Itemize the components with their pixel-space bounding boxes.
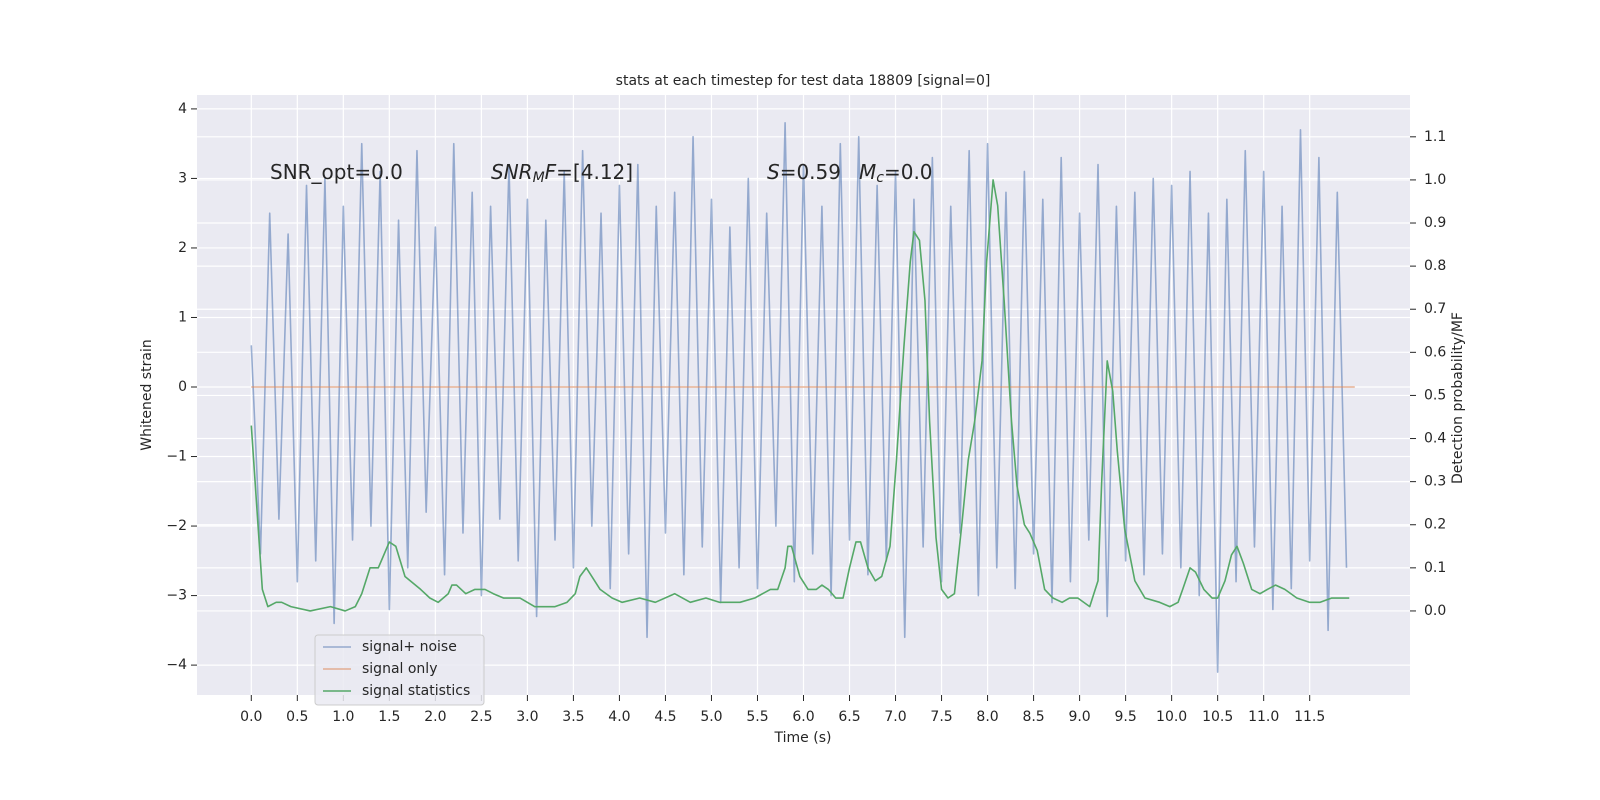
x-tick-label: 5.0 [700,709,722,725]
y2-tick-label: 0.8 [1424,258,1446,274]
y-tick-label: −3 [166,588,187,604]
x-tick-label: 8.0 [976,709,998,725]
y-tick-label: −4 [166,657,187,673]
lines [250,122,1355,673]
x-tick-label: 9.0 [1068,709,1090,725]
legend-label: signal statistics [362,683,470,699]
y2-tick-label: 0.7 [1424,301,1446,317]
y2-tick-label: 0.1 [1424,560,1446,576]
x-tick-label: 4.0 [608,709,630,725]
annotation: Mc=0.0 [859,160,933,187]
x-tick-label: 10.0 [1156,709,1187,725]
y2-tick-label: 1.1 [1424,129,1446,145]
annotation-part: SNR [491,160,533,184]
x-tick-label: 2.0 [424,709,446,725]
x-tick-label: 7.0 [884,709,906,725]
annotation-part: M [859,160,876,184]
y2-tick-label: 0.4 [1424,431,1446,447]
annotation-part: =0.59 [780,160,841,184]
legend-label: signal+ noise [362,639,457,655]
x-tick-label: 2.5 [470,709,492,725]
annotation-part: S [767,160,780,184]
x-tick-label: 1.0 [332,709,354,725]
y2-tick-label: 0.3 [1424,474,1446,490]
y2-axis-label: Detection probability/MF [1450,312,1466,484]
labels: stats at each timestep for test data 188… [139,73,1466,746]
x-tick-label: 0.0 [240,709,262,725]
y2-tick-label: 0.9 [1424,215,1446,231]
y-axis-label: Whitened strain [139,339,155,450]
x-tick-label: 9.5 [1114,709,1136,725]
annotation-part: =0.0 [884,160,933,184]
legend: signal+ noise signal only signal statistic… [314,634,485,706]
x-tick-label: 6.5 [838,709,860,725]
y-tick-label: 3 [178,170,187,186]
x-tick-label: 6.0 [792,709,814,725]
annotation-part: c [876,170,884,186]
annotation: SNR_opt=0.0 [270,160,403,184]
annotation-part: SNR_opt=0.0 [270,160,403,184]
x-tick-label: 0.5 [286,709,308,725]
annotation-part: F [545,160,557,184]
x-tick-label: 8.5 [1022,709,1044,725]
x-tick-label: 10.5 [1202,709,1233,725]
y2-tick-label: 1.0 [1424,172,1446,188]
chart-title: stats at each timestep for test data 188… [616,73,991,89]
series-line [250,122,1348,673]
legend-label: signal only [362,661,437,677]
y2-tick-label: 0.0 [1424,603,1446,619]
x-tick-label: 3.0 [516,709,538,725]
x-axis-label: Time (s) [774,730,832,746]
y-tick-label: 0 [178,379,187,395]
y-tick-label: 4 [178,101,187,117]
y-tick-label: −1 [166,449,187,465]
y-tick-label: 2 [178,240,187,256]
y-tick-label: −2 [166,518,187,534]
legend-box [314,634,485,706]
y2-tick-label: 0.6 [1424,344,1446,360]
annotation-part: M [533,170,545,186]
x-tick-label: 5.5 [746,709,768,725]
series-line [250,179,1350,612]
x-tick-label: 7.5 [930,709,952,725]
x-tick-label: 1.5 [378,709,400,725]
x-tick-label: 4.5 [654,709,676,725]
y-tick-label: 1 [178,309,187,325]
x-tick-label: 11.0 [1248,709,1279,725]
x-tick-label: 3.5 [562,709,584,725]
y2-tick-label: 0.2 [1424,517,1446,533]
x-tick-label: 11.5 [1294,709,1325,725]
annotation: S=0.59 [767,160,841,184]
annotation: SNRMF=[4.12] [491,160,633,187]
annotation-part: =[4.12] [556,160,633,184]
y2-tick-label: 0.5 [1424,387,1446,403]
